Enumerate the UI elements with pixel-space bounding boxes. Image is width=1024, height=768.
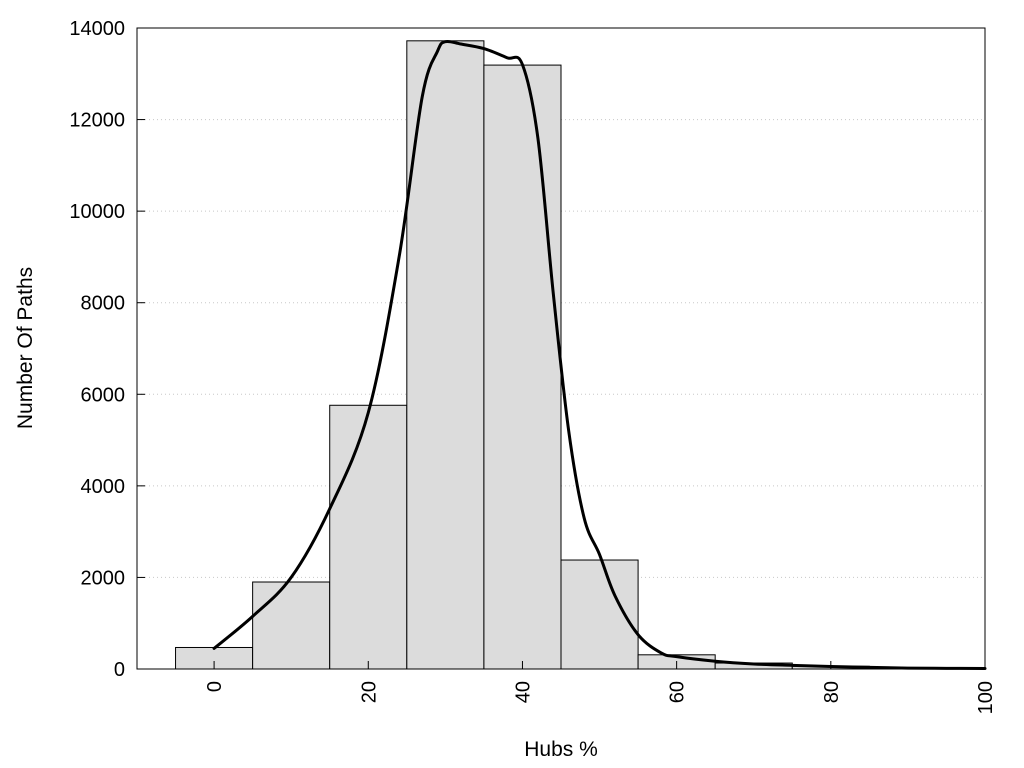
histogram-bar — [329, 404, 408, 670]
x-tick-label: 0 — [204, 681, 226, 692]
x-axis-title: Hubs % — [524, 738, 598, 761]
y-tick-label: 6000 — [81, 384, 126, 406]
y-tick-label: 4000 — [81, 476, 126, 498]
curve-layer — [212, 39, 987, 671]
x-tick-label: 100 — [975, 681, 997, 714]
plot-frame — [136, 27, 986, 670]
density-curve — [212, 39, 987, 671]
y-tick-label: 2000 — [81, 567, 126, 589]
ticks-layer — [137, 27, 986, 670]
x-tick-label: 20 — [358, 681, 380, 703]
bars-layer — [175, 40, 986, 670]
histogram-bar — [406, 40, 485, 670]
y-tick-label: 12000 — [69, 110, 125, 132]
histogram-bar — [483, 64, 562, 670]
y-tick-label: 8000 — [81, 293, 126, 315]
y-axis-title: Number Of Paths — [14, 267, 37, 429]
y-tick-label: 14000 — [69, 18, 125, 40]
y-tick-label: 0 — [114, 659, 125, 681]
histogram-bar — [560, 559, 639, 670]
x-tick-label: 60 — [667, 681, 689, 703]
x-tick-label: 80 — [821, 681, 843, 703]
y-tick-label: 10000 — [69, 201, 125, 223]
x-tick-label: 40 — [512, 681, 534, 703]
histogram-bar — [252, 581, 331, 670]
tick-labels-layer: 0 2000 4000 6000 8000 10000 12000 14000 0 20 40 60 8… — [69, 18, 997, 714]
